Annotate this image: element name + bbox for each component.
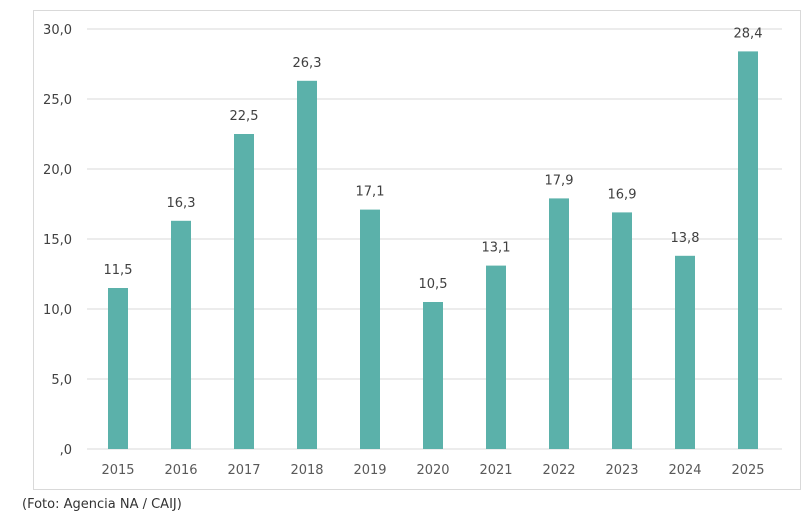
data-label: 22,5 [230,109,259,124]
data-label: 17,1 [356,185,385,200]
bar-2024 [675,255,695,449]
data-label: 13,8 [671,231,700,246]
x-tick-label: 2023 [605,463,638,478]
y-tick-label: 30,0 [43,23,72,38]
bar-2019 [360,209,380,449]
data-label: 16,9 [608,187,637,202]
data-label: 17,9 [545,173,574,188]
data-label: 16,3 [167,196,196,211]
photo-credit: (Foto: Agencia NA / CAIJ) [22,497,182,512]
x-tick-label: 2019 [353,463,386,478]
data-label: 13,1 [482,241,511,256]
bar-2016 [171,220,191,449]
bar-2020 [423,302,443,449]
bar-2018 [297,80,317,450]
x-tick-label: 2015 [101,463,134,478]
y-tick-label: 20,0 [43,163,72,178]
x-tick-label: 2020 [416,463,449,478]
y-tick-label: 25,0 [43,93,72,108]
bar-2025 [738,51,758,450]
y-tick-label: ,0 [60,443,72,458]
x-tick-label: 2017 [227,463,260,478]
bar-2023 [612,212,632,449]
y-tick-label: 5,0 [51,373,72,388]
bar-2022 [549,198,569,449]
bar-2021 [486,265,506,449]
x-tick-label: 2025 [731,463,764,478]
x-tick-label: 2018 [290,463,323,478]
data-label: 26,3 [293,56,322,71]
y-tick-label: 15,0 [43,233,72,248]
x-tick-label: 2024 [668,463,701,478]
data-label: 10,5 [419,277,448,292]
data-label: 28,4 [734,26,763,41]
x-tick-label: 2022 [542,463,575,478]
chart-frame [33,10,801,490]
x-tick-label: 2021 [479,463,512,478]
y-tick-label: 10,0 [43,303,72,318]
bar-chart: ,0 5,0 10,0 15,0 20,0 25,0 30,0 11,5 2015 16,3 201… [43,23,782,478]
bar-2015 [108,288,128,449]
x-tick-label: 2016 [164,463,197,478]
data-label: 11,5 [104,263,133,278]
bar-2017 [234,134,254,449]
